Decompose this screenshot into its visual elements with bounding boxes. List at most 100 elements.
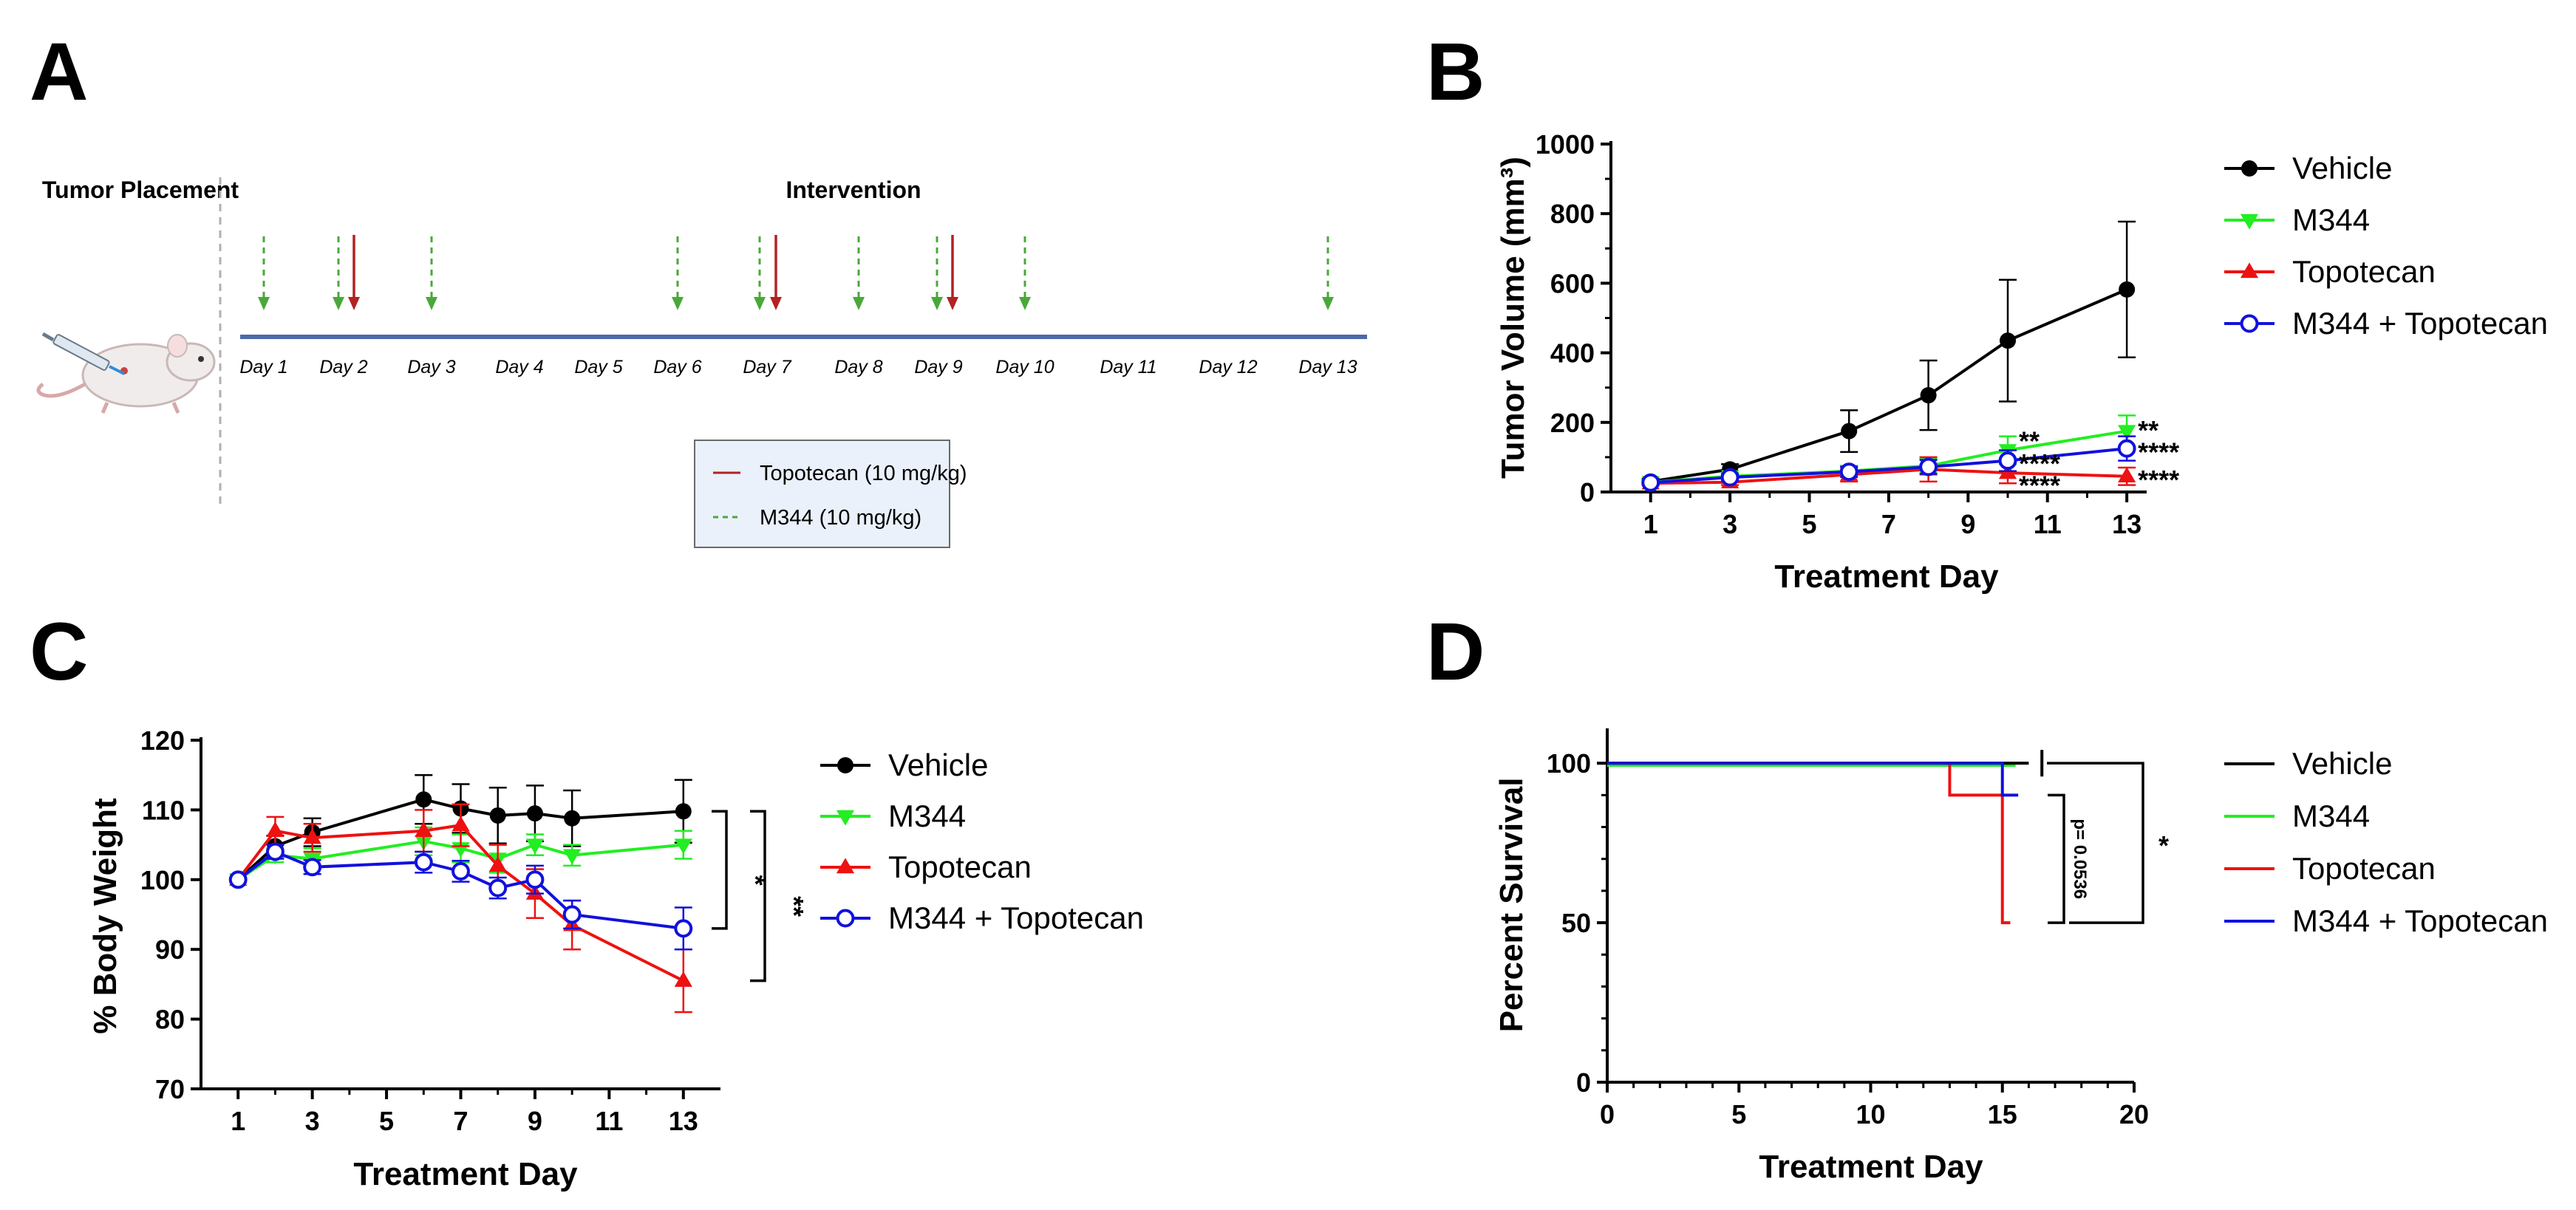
d-series bbox=[1607, 750, 2044, 925]
d-legend-label-vehicle: Vehicle bbox=[2292, 746, 2392, 781]
d-legend-label-m344-topotecan: M344 + Topotecan bbox=[2292, 903, 2548, 938]
m344-arrowhead-day1 bbox=[258, 297, 270, 310]
panel-letter-c: C bbox=[30, 606, 88, 697]
day-label-1: Day 1 bbox=[239, 357, 287, 377]
c-point-topotecan-7 bbox=[452, 816, 470, 832]
c-legend-label-vehicle: Vehicle bbox=[888, 748, 988, 782]
c-bracket-1 bbox=[750, 810, 766, 982]
day-label-3: Day 3 bbox=[407, 357, 455, 377]
d-step-topotecan bbox=[1607, 762, 2011, 925]
c-series bbox=[228, 773, 693, 1014]
b-legend-label-topotecan: Topotecan bbox=[2292, 254, 2436, 289]
day-label-8: Day 8 bbox=[834, 357, 882, 377]
b-ytick-label-400: 400 bbox=[1550, 338, 1595, 369]
b-legend-label-vehicle: Vehicle bbox=[2292, 151, 2392, 185]
topotecan-arrowhead-day2 bbox=[348, 297, 360, 310]
c-xtick-label-7: 7 bbox=[453, 1106, 468, 1136]
b-ytick-label-800: 800 bbox=[1550, 199, 1595, 229]
c-point-vehicle-13 bbox=[675, 803, 692, 820]
dose-arrows bbox=[258, 235, 1334, 310]
d-bracket-label-0: p= 0.0536 bbox=[2070, 818, 2090, 899]
b-point-m344-topotecan-13 bbox=[2117, 439, 2136, 458]
topotecan-arrowhead-day7 bbox=[770, 297, 782, 310]
m344-arrowhead-day7 bbox=[754, 297, 766, 310]
tumor-placement-text: Tumor Placement bbox=[42, 177, 239, 203]
b-significance-4: **** bbox=[2138, 437, 2179, 467]
d-bracket-0 bbox=[2048, 793, 2065, 924]
c-point-m344-topotecan-10 bbox=[562, 905, 582, 924]
c-ytick-label-70: 70 bbox=[155, 1074, 185, 1104]
day-label-5: Day 5 bbox=[574, 357, 622, 377]
dosing-key-box bbox=[694, 440, 950, 548]
c-point-vehicle-6 bbox=[415, 791, 432, 808]
c-point-m344-topotecan-2 bbox=[265, 842, 284, 861]
b-significance-0: ** bbox=[2019, 425, 2040, 456]
day-labels: Day 1 Day 2 Day 3 Day 4 Day 5 Day 6 Day 7 Day 8… bbox=[239, 357, 1357, 377]
b-point-vehicle-8 bbox=[1920, 387, 1937, 404]
b-xtick-label-1: 1 bbox=[1643, 509, 1658, 539]
m344-arrowhead-day13 bbox=[1322, 297, 1334, 310]
b-series-vehicle bbox=[1641, 220, 2136, 490]
c-ytick-label-90: 90 bbox=[155, 934, 185, 965]
b-point-m344-topotecan-10 bbox=[1998, 451, 2017, 471]
b-line-topotecan bbox=[1650, 468, 2127, 485]
d-bracket-label-1: * bbox=[2158, 830, 2169, 861]
b-point-m344-topotecan-6 bbox=[1839, 462, 1858, 482]
m344-arrowhead-day6 bbox=[672, 297, 684, 310]
syringe-icon bbox=[41, 332, 125, 375]
m344-arrowhead-day10 bbox=[1019, 297, 1031, 310]
c-ytick-label-110: 110 bbox=[142, 795, 185, 825]
dosing-key: Topotecan (10 mg/kg) M344 (10 mg/kg) bbox=[694, 440, 967, 548]
b-series-m344 bbox=[1641, 414, 2136, 492]
c-point-vehicle-10 bbox=[564, 810, 581, 827]
d-xlabel: Treatment Day bbox=[1759, 1149, 1983, 1185]
panel-letter-b: B bbox=[1426, 27, 1485, 117]
d-step-m344-topotecan bbox=[1607, 762, 2019, 797]
day-label-13: Day 13 bbox=[1298, 357, 1357, 377]
d-xtick-label-15: 15 bbox=[1988, 1099, 2017, 1129]
c-xtick-label-9: 9 bbox=[528, 1106, 542, 1136]
d-xtick-label-0: 0 bbox=[1600, 1099, 1615, 1129]
day-label-6: Day 6 bbox=[653, 357, 701, 377]
day-label-4: Day 4 bbox=[495, 357, 543, 377]
c-point-m344-topotecan-6 bbox=[414, 852, 433, 872]
c-xtick-label-11: 11 bbox=[595, 1106, 623, 1136]
c-xtick-label-1: 1 bbox=[231, 1106, 245, 1136]
b-legend-label-m344: M344 bbox=[2292, 202, 2370, 237]
b-xlabel: Treatment Day bbox=[1774, 558, 1999, 595]
b-point-m344-topotecan-3 bbox=[1720, 468, 1740, 487]
c-point-m344-topotecan-1 bbox=[228, 870, 248, 889]
b-significance-5: **** bbox=[2138, 465, 2179, 495]
b-line-vehicle bbox=[1650, 288, 2127, 483]
day-label-7: Day 7 bbox=[743, 357, 791, 377]
topotecan-arrowhead-day9 bbox=[947, 297, 958, 310]
b-ytick-label-1000: 1000 bbox=[1536, 129, 1595, 160]
d-legend-label-m344: M344 bbox=[2292, 799, 2370, 833]
m344-arrowhead-day2 bbox=[333, 297, 344, 310]
c-point-vehicle-9 bbox=[526, 805, 543, 822]
d-ytick-label-50: 50 bbox=[1561, 908, 1591, 938]
b-series bbox=[1641, 220, 2136, 492]
c-point-m344-topotecan-9 bbox=[525, 870, 545, 889]
b-significance-2: **** bbox=[2019, 471, 2060, 501]
b-legend-marker-m344 bbox=[2240, 213, 2259, 230]
d-ytick-label-100: 100 bbox=[1547, 748, 1591, 779]
key-m344-label: M344 (10 mg/kg) bbox=[760, 506, 921, 530]
c-xlabel: Treatment Day bbox=[353, 1156, 578, 1192]
d-xtick-label-10: 10 bbox=[1856, 1099, 1885, 1129]
panel-letter-a: A bbox=[30, 27, 88, 117]
c-legend-label-topotecan: Topotecan bbox=[888, 850, 1032, 884]
c-bracket-label-1: ** bbox=[779, 896, 809, 917]
tumor-placement-label: Tumor Placement bbox=[42, 177, 239, 203]
b-series-topotecan bbox=[1641, 456, 2136, 490]
day-label-12: Day 12 bbox=[1199, 357, 1257, 377]
intervention-label: Intervention bbox=[786, 177, 921, 203]
c-series-m344-topotecan bbox=[228, 842, 693, 951]
b-point-vehicle-10 bbox=[2000, 332, 2017, 349]
c-legend: Vehicle M344 Topotecan M344 + Topotecan bbox=[820, 748, 1144, 935]
b-ytick-label-0: 0 bbox=[1580, 477, 1595, 507]
c-point-m344-topotecan-7 bbox=[452, 862, 470, 881]
